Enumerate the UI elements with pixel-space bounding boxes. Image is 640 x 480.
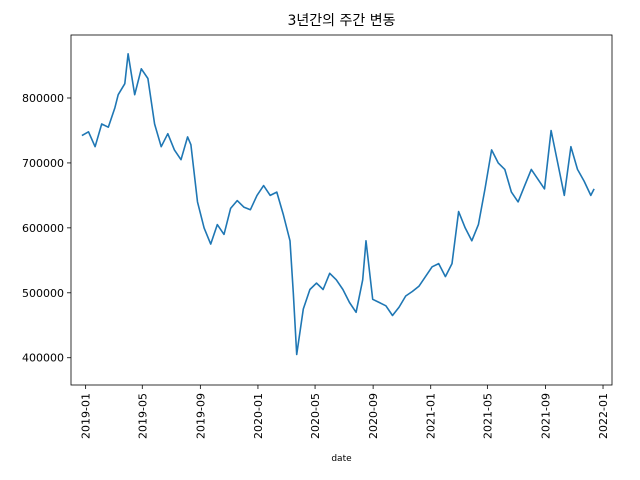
plot-frame xyxy=(70,34,613,386)
series-points xyxy=(81,53,595,355)
x-tick-label: 2020-09 xyxy=(367,393,380,439)
y-axis: 400000 500000 600000 700000 800000 xyxy=(22,92,71,365)
x-tick-label: 2020-01 xyxy=(252,393,265,439)
x-tick-label: 2019-05 xyxy=(136,393,149,439)
x-tick-label: 2021-09 xyxy=(539,393,552,439)
x-tick-label: 2019-09 xyxy=(194,393,207,439)
y-tick-label: 400000 xyxy=(22,352,64,365)
chart-title: 3년간의 주간 변동 xyxy=(288,13,396,29)
series-line xyxy=(81,52,595,356)
x-tick-label: 2020-05 xyxy=(309,393,322,439)
x-tick-label: 2022-01 xyxy=(597,393,610,439)
y-tick-label: 700000 xyxy=(22,157,64,170)
y-tick-label: 800000 xyxy=(22,92,64,105)
x-axis: 2019-01 2019-05 2019-09 2020-01 2020-05 2020-… xyxy=(80,385,610,439)
x-axis-label: date xyxy=(331,454,352,464)
y-tick-label: 600000 xyxy=(22,222,64,235)
x-tick-label: 2021-05 xyxy=(481,393,494,439)
y-tick-label: 500000 xyxy=(22,287,64,300)
x-tick-label: 2021-01 xyxy=(425,393,438,439)
x-tick-label: 2019-01 xyxy=(80,393,93,439)
plot-area xyxy=(81,52,595,356)
